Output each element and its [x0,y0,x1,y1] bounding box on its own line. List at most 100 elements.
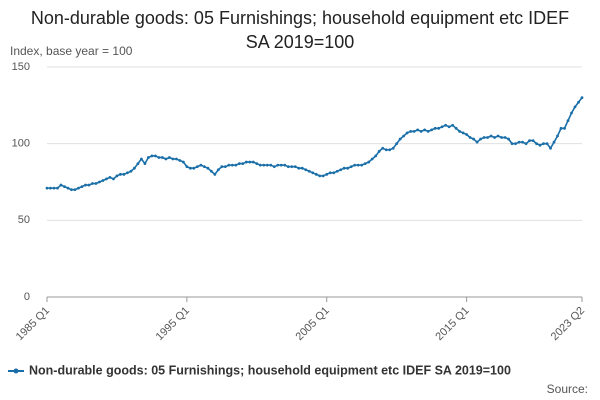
data-point [251,160,255,164]
data-point [258,163,262,167]
series-line [47,97,583,191]
data-point [440,125,444,129]
y-tick-label: 0 [24,291,30,303]
data-point [458,130,462,133]
data-point [370,157,374,161]
data-point [493,136,496,139]
data-point [479,137,482,141]
data-point [412,130,416,133]
data-point [94,182,98,185]
data-point [133,166,136,170]
data-point [339,168,343,172]
legend-marker-dot [13,368,19,374]
data-point [496,134,500,138]
data-point [528,139,531,143]
data-point [112,177,115,181]
data-point [143,162,147,166]
data-point [87,183,91,187]
data-point [503,136,507,139]
data-point [293,165,297,169]
data-point [388,148,392,152]
data-point [136,162,140,166]
data-point [538,143,542,147]
data-point [244,160,248,164]
x-tick-label: 2023 Q2 [549,305,587,343]
data-point [157,156,161,159]
data-point [531,139,535,143]
data-point [181,160,185,164]
data-point [265,163,269,167]
x-tick-label: 2015 Q1 [433,305,471,343]
data-point [77,186,80,190]
y-axis-label: Index, base year = 100 [10,44,133,58]
data-point [563,126,566,130]
data-point [300,166,304,170]
chart-title: Non-durable goods: 05 Furnishings; house… [30,8,570,52]
y-tick-label: 150 [12,61,30,73]
data-point [423,128,427,132]
data-point [472,137,476,141]
data-point [262,163,266,167]
data-point [290,165,294,169]
data-point [199,163,203,167]
data-point [105,177,108,181]
data-point [384,148,388,152]
data-point [202,165,206,169]
data-point [192,166,196,170]
data-point [279,163,283,167]
data-point [468,136,472,139]
data-point [559,126,563,130]
data-point [115,174,119,178]
data-point [283,163,287,167]
data-point [59,183,63,187]
data-point [510,142,514,146]
data-point [119,172,122,176]
data-point [52,186,56,190]
data-point [405,131,409,135]
data-point [367,160,371,164]
data-point [580,96,584,100]
data-point [122,172,126,176]
data-point [209,169,213,173]
data-point [178,159,182,162]
data-point [517,140,521,144]
data-point [213,172,217,176]
data-point [147,156,150,159]
data-point [140,157,143,161]
data-point [307,169,311,173]
data-point [227,163,231,167]
data-point [475,140,479,144]
data-point [447,125,451,129]
data-point [363,162,367,166]
data-point [507,137,510,141]
data-point [70,188,73,192]
data-point [545,142,549,146]
data-point [129,169,133,173]
data-point [356,163,360,167]
data-point [63,185,66,189]
data-point [391,146,395,150]
data-point [535,142,538,146]
data-point [286,165,290,169]
data-point [500,136,503,139]
data-point [314,172,318,176]
x-tick-label: 2005 Q1 [294,305,332,343]
data-point [514,142,517,146]
data-point [552,140,556,144]
data-point [126,171,129,175]
data-point [272,165,276,169]
data-point [325,172,329,176]
data-point [230,163,234,167]
data-point [402,134,406,138]
data-point [160,156,164,159]
data-point [318,174,322,178]
data-point [269,163,273,167]
data-point [91,182,94,185]
data-point [220,165,224,169]
data-point [171,157,175,161]
x-tick-label: 1985 Q1 [14,305,52,343]
data-point [255,162,259,166]
data-point [188,166,192,170]
data-point [570,111,573,115]
